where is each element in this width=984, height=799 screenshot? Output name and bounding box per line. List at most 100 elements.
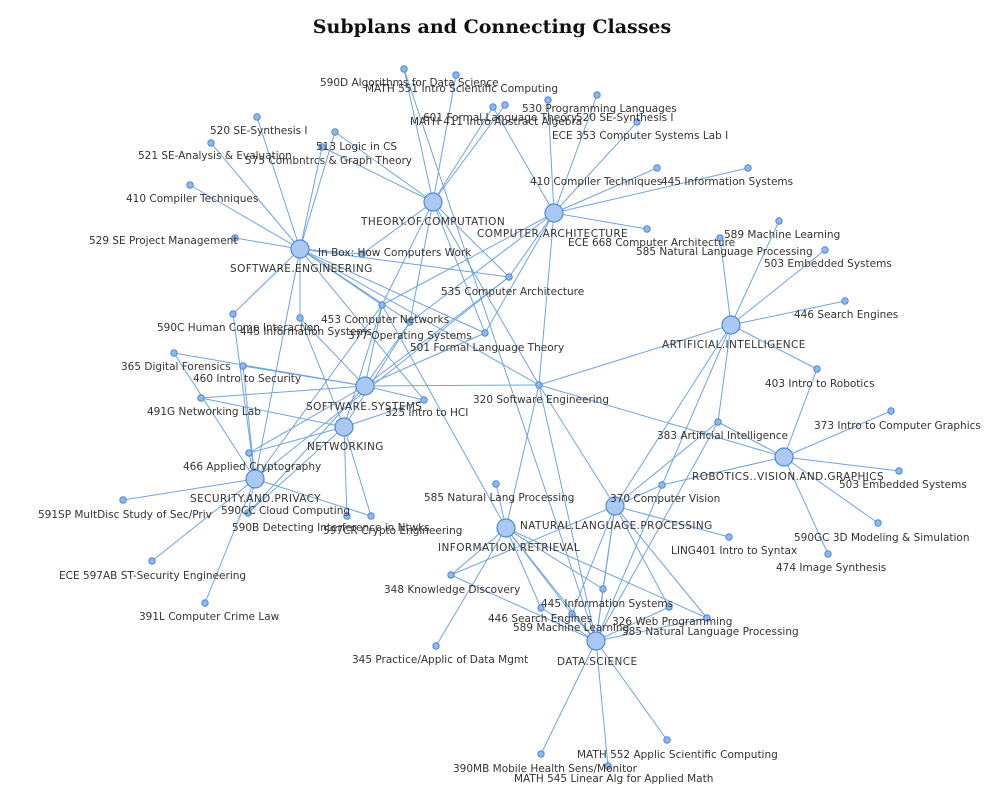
edge-software_systems-c501: [364, 332, 486, 387]
class-node-c535[interactable]: [505, 273, 513, 281]
class-node-c370[interactable]: [658, 481, 666, 489]
class-node-c520a[interactable]: [593, 91, 601, 99]
class-node-c575[interactable]: [318, 143, 326, 151]
class-node-c597cr[interactable]: [367, 512, 375, 520]
class-node-c529[interactable]: [231, 234, 239, 242]
class-node-c453[interactable]: [378, 301, 386, 309]
class-node-c503b[interactable]: [895, 467, 903, 475]
class-node-ece668[interactable]: [643, 225, 651, 233]
class-node-c410b[interactable]: [653, 164, 661, 172]
subplan-node-robotics-vision-graphics[interactable]: [774, 447, 794, 467]
class-node-c466[interactable]: [245, 449, 253, 457]
class-label-c403: 403 Intro to Robotics: [765, 378, 875, 390]
class-node-c585c[interactable]: [703, 614, 711, 622]
subplan-label-networking: NETWORKING: [307, 441, 384, 453]
subplan-node-software-systems[interactable]: [355, 376, 375, 396]
class-node-c391l[interactable]: [201, 599, 209, 607]
class-node-c585b[interactable]: [492, 480, 500, 488]
class-node-math545[interactable]: [604, 762, 612, 770]
class-node-c590cc[interactable]: [244, 509, 252, 517]
class-node-c390mb[interactable]: [537, 750, 545, 758]
class-node-ece353[interactable]: [633, 118, 641, 126]
edge-software_engineering-c325: [299, 248, 425, 401]
class-node-c410a[interactable]: [186, 181, 194, 189]
class-node-c591sp[interactable]: [119, 496, 127, 504]
subplan-label-artificial-intelligence: ARTIFICIAL.INTELLIGENCE: [662, 339, 806, 351]
class-node-c373[interactable]: [887, 407, 895, 415]
class-node-c590c[interactable]: [229, 310, 237, 318]
class-node-c320[interactable]: [535, 381, 543, 389]
class-node-c501[interactable]: [481, 329, 489, 337]
edge-robotics_vision_graphics-c373: [783, 410, 892, 458]
edge-information_retrieval-c348: [450, 527, 507, 576]
class-node-c520b[interactable]: [253, 113, 261, 121]
class-node-c345[interactable]: [432, 642, 440, 650]
class-node-ling401[interactable]: [725, 533, 733, 541]
edge-robotics_vision_graphics-c503b: [783, 456, 900, 472]
class-node-inbox[interactable]: [358, 250, 366, 258]
subplan-node-artificial-intelligence[interactable]: [721, 315, 741, 335]
class-node-c590gc[interactable]: [874, 519, 882, 527]
subplan-node-networking[interactable]: [334, 417, 354, 437]
class-label-c453: 453 Computer Networks: [321, 314, 449, 326]
class-node-c446b[interactable]: [537, 604, 545, 612]
edge-theory_of_computation-c535: [432, 201, 510, 278]
class-node-c326[interactable]: [665, 603, 673, 611]
edge-robotics_vision_graphics-c474: [783, 456, 829, 555]
edge-information_retrieval-data_science: [505, 527, 597, 642]
subplan-node-theory-of-computation[interactable]: [423, 192, 443, 212]
class-label-math545: MATH 545 Linear Alg for Applied Math: [514, 773, 713, 785]
subplan-label-software-engineering: SOFTWARE.ENGINEERING: [230, 263, 373, 275]
edge-security_and_privacy-ece597ab: [151, 478, 256, 562]
class-node-c460[interactable]: [239, 362, 247, 370]
class-node-c383[interactable]: [714, 418, 722, 426]
class-node-c590b[interactable]: [343, 512, 351, 520]
subplan-node-natural-language-processing[interactable]: [605, 496, 625, 516]
class-node-c365[interactable]: [170, 349, 178, 357]
class-node-c348[interactable]: [447, 571, 455, 579]
class-node-c403[interactable]: [813, 365, 821, 373]
subplan-node-information-retrieval[interactable]: [496, 518, 516, 538]
class-node-c491g[interactable]: [197, 394, 205, 402]
class-node-c530[interactable]: [544, 96, 552, 104]
subplan-node-data-science[interactable]: [586, 631, 606, 651]
class-node-c601[interactable]: [489, 103, 497, 111]
edge-software_engineering-c529: [234, 237, 301, 250]
class-node-c521[interactable]: [207, 139, 215, 147]
class-node-c445b[interactable]: [296, 314, 304, 322]
class-node-ece597ab[interactable]: [148, 557, 156, 565]
class-node-c585a[interactable]: [716, 234, 724, 242]
class-label-c365: 365 Digital Forensics: [121, 361, 231, 373]
subplan-node-security-and-privacy[interactable]: [245, 469, 265, 489]
edge-software_engineering-c377: [299, 248, 411, 323]
class-node-c503a[interactable]: [821, 246, 829, 254]
class-node-c377[interactable]: [406, 318, 414, 326]
class-label-c445c: 445 Information Systems: [541, 598, 673, 610]
edge-data_science-c390mb: [540, 640, 597, 755]
class-node-c474[interactable]: [824, 550, 832, 558]
class-label-c520a: 520 SE-Synthesis I: [576, 112, 674, 124]
class-node-c513[interactable]: [331, 128, 339, 136]
class-node-c589b[interactable]: [568, 610, 576, 618]
edge-information_retrieval-c345: [435, 527, 507, 647]
class-label-c530: 530 Programming Languages: [522, 103, 677, 115]
class-node-c325[interactable]: [420, 396, 428, 404]
edge-data_science-c370: [595, 484, 663, 642]
class-node-math552[interactable]: [663, 736, 671, 744]
class-label-inbox: In Box: How Computers Work: [318, 247, 472, 259]
class-label-c377: 377 Operating Systems: [348, 330, 472, 342]
class-node-c445a[interactable]: [744, 164, 752, 172]
class-node-c590d[interactable]: [400, 65, 408, 73]
class-label-c520b: 520 SE-Synthesis I: [210, 125, 308, 137]
edge-natural_language_processing-c589b: [571, 505, 616, 615]
class-node-math551[interactable]: [452, 71, 460, 79]
class-node-math411[interactable]: [501, 101, 509, 109]
class-node-c446a[interactable]: [841, 297, 849, 305]
subplan-node-software-engineering[interactable]: [290, 239, 310, 259]
subplan-label-security-and-privacy: SECURITY.AND.PRIVACY: [190, 493, 321, 505]
class-node-c445c[interactable]: [599, 585, 607, 593]
class-node-c589a[interactable]: [775, 217, 783, 225]
edge-networking-c453: [343, 304, 383, 428]
subplan-node-computer-architecture[interactable]: [544, 203, 564, 223]
class-label-c466: 466 Applied Cryptography: [183, 461, 321, 473]
